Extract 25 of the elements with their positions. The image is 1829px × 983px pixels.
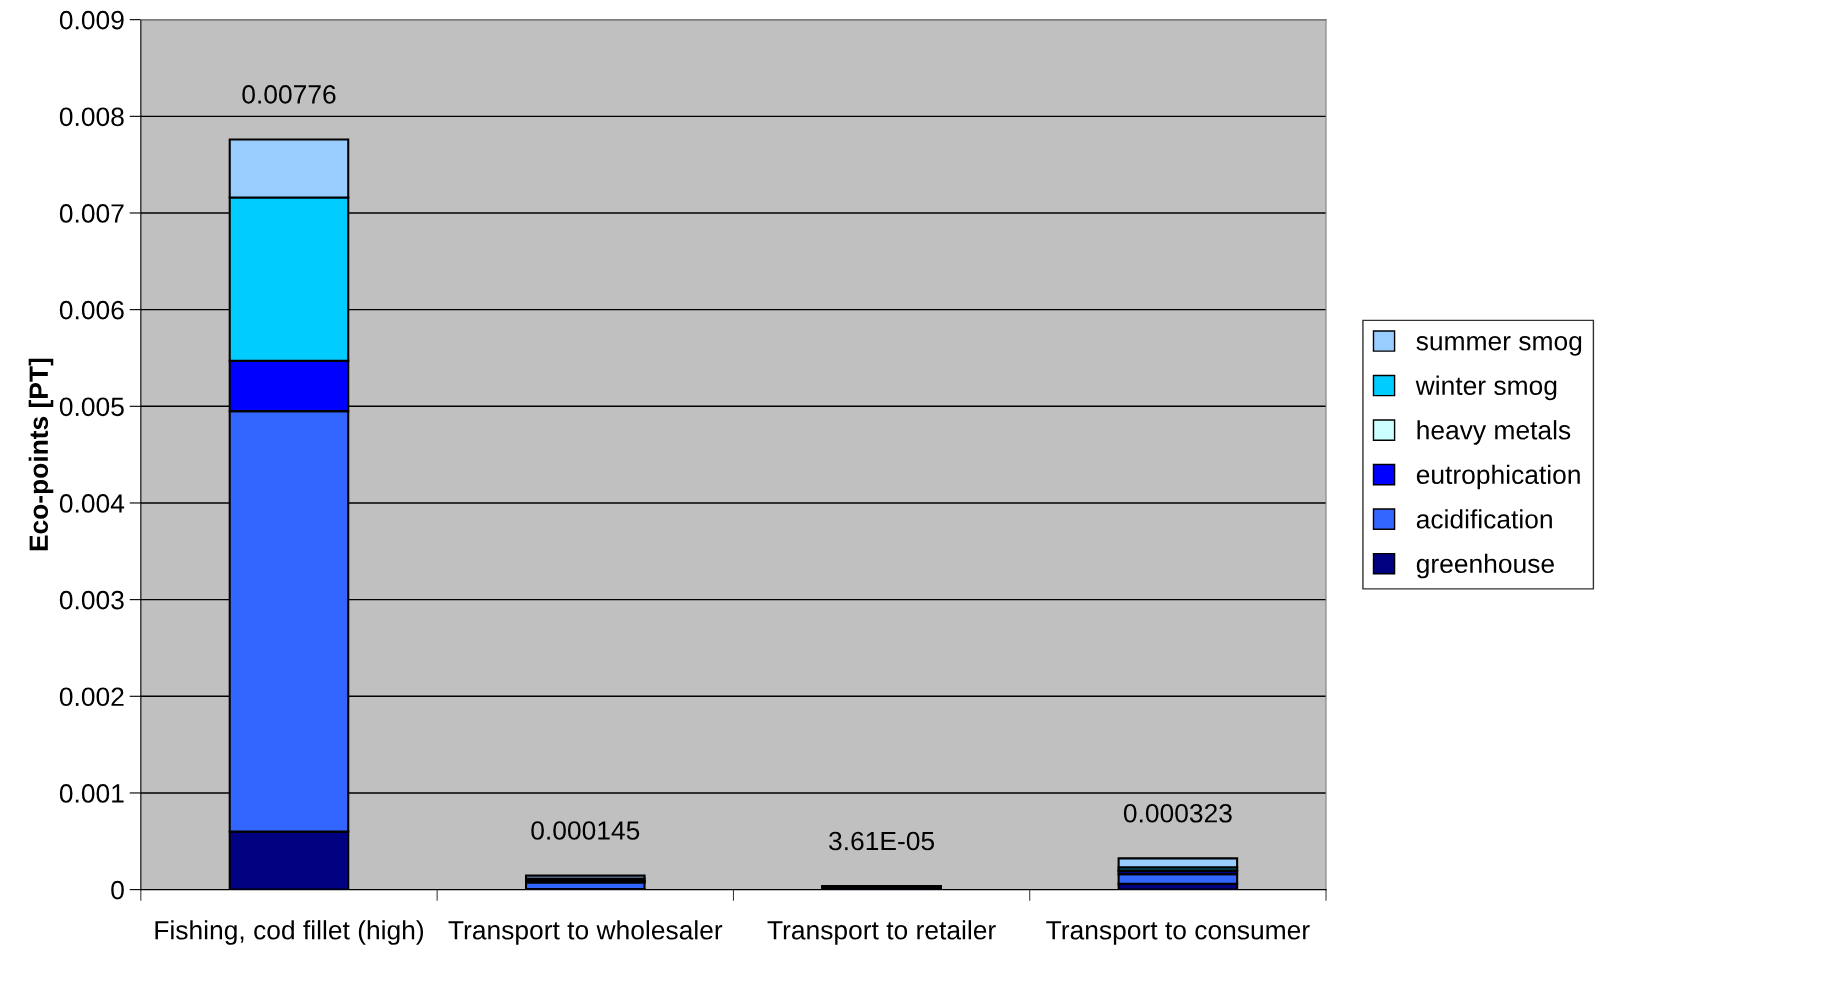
- y-tick-label: 0.001: [59, 784, 124, 803]
- x-tick-label: Transport to wholesaler: [448, 920, 723, 945]
- y-tick-label: 0.009: [59, 10, 124, 30]
- legend-label: heavy metals: [1417, 420, 1571, 445]
- legend-label: eutrophication: [1416, 464, 1580, 490]
- legend-label: winter smog: [1415, 375, 1557, 401]
- total-label: 0.000145: [531, 821, 640, 840]
- y-tick-label: 0.005: [59, 397, 124, 417]
- y-tick-label: 0.007: [59, 204, 124, 223]
- y-axis-title: Eco-points [PT]: [28, 358, 54, 551]
- legend-label: acidification: [1416, 509, 1552, 529]
- y-tick-label: 0.006: [59, 300, 124, 320]
- x-tick-label: Fishing, cod fillet (high): [155, 920, 424, 945]
- y-tick-label: 0.004: [59, 494, 125, 513]
- total-label: 0.00776: [242, 85, 336, 104]
- x-tick-label: Transport to retailer: [767, 920, 996, 945]
- y-tick-label: 0: [111, 880, 124, 900]
- y-tick-label: 0.002: [59, 687, 124, 707]
- y-tick-label: 0.003: [59, 590, 124, 610]
- y-tick-label: 0.008: [59, 107, 124, 127]
- total-label: 3.61E-05: [829, 831, 935, 851]
- total-label: 0.000323: [1123, 803, 1232, 823]
- x-tick-label: Transport to consumer: [1046, 921, 1310, 945]
- legend-label: greenhouse: [1416, 553, 1554, 579]
- legend-label: summer smog: [1416, 336, 1582, 356]
